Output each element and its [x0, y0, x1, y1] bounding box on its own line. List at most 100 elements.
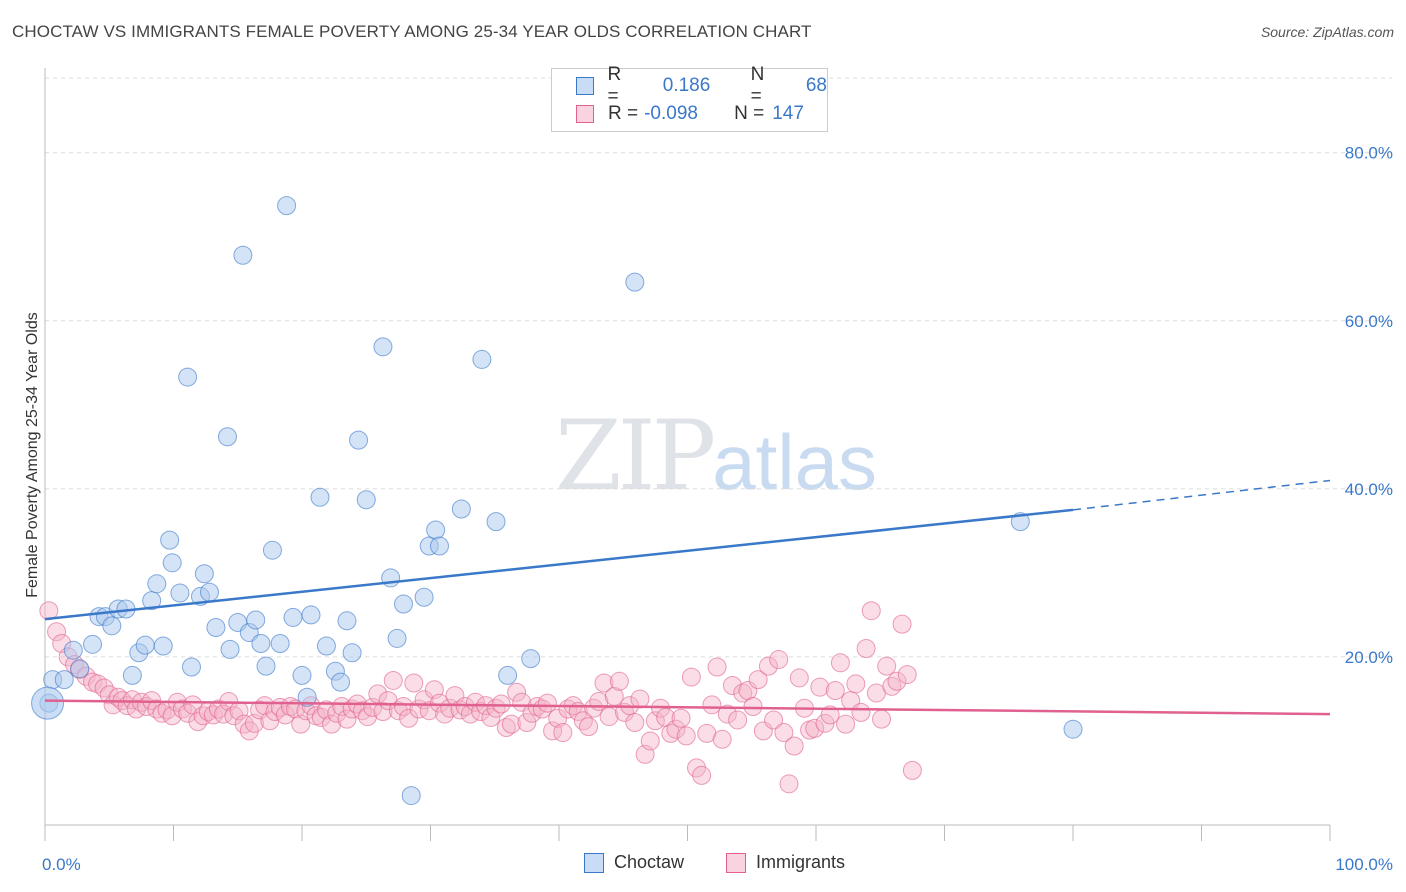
immigrants-point	[774, 723, 794, 743]
immigrants-point	[537, 693, 557, 713]
source-label: Source: ZipAtlas.com	[1260, 24, 1394, 40]
choctaw-point-large	[31, 686, 65, 720]
immigrants-points	[39, 601, 922, 794]
choctaw-point	[102, 616, 122, 636]
choctaw-point	[178, 367, 198, 387]
choctaw-point	[122, 665, 142, 685]
immigrants-point	[902, 760, 922, 780]
bottom-legend-choctaw: Choctaw	[584, 852, 684, 873]
choctaw-point	[217, 427, 237, 447]
choctaw-point	[194, 564, 214, 584]
choctaw-point	[262, 540, 282, 560]
choctaw-point	[414, 587, 434, 607]
immigrants-point	[224, 706, 244, 726]
immigrants-point	[851, 702, 871, 722]
immigrants-point	[543, 721, 563, 741]
choctaw-points	[31, 196, 1083, 806]
legend-r-label: R =	[608, 103, 639, 124]
immigrants-point	[805, 718, 825, 738]
choctaw-point	[472, 349, 492, 369]
y-tick-label: 40.0%	[1345, 480, 1393, 499]
immigrants-point	[789, 668, 809, 688]
choctaw-point	[486, 512, 506, 532]
immigrants-point	[584, 698, 604, 718]
immigrants-point	[645, 711, 665, 731]
choctaw-point	[394, 594, 414, 614]
immigrants-point	[481, 707, 501, 727]
immigrants-point	[491, 694, 511, 714]
choctaw-point	[147, 574, 167, 594]
immigrants-point	[429, 693, 449, 713]
immigrants-point	[681, 667, 701, 687]
watermark-atlas: atlas	[712, 418, 877, 506]
immigrants-trend-line	[44, 699, 1331, 716]
immigrants-point	[830, 653, 850, 673]
choctaw-point	[342, 643, 362, 663]
immigrants-point	[764, 710, 784, 730]
immigrants-point	[501, 714, 521, 734]
immigrants-point	[234, 714, 254, 734]
legend-n-value: 68	[805, 75, 827, 96]
legend-row-choctaw: R = 0.186 N = 68	[552, 64, 827, 107]
choctaw-point	[316, 636, 336, 656]
immigrants-point	[419, 701, 439, 721]
choctaw-point	[160, 530, 180, 550]
immigrants-point	[722, 675, 742, 695]
choctaw-point	[233, 245, 253, 265]
grid	[45, 77, 1392, 658]
choctaw-point	[283, 607, 303, 627]
immigrants-point	[810, 677, 830, 697]
immigrants-point	[825, 681, 845, 701]
immigrants-point	[784, 736, 804, 756]
immigrants-point	[373, 702, 393, 722]
immigrants-point	[358, 707, 378, 727]
immigrants-point	[522, 703, 542, 723]
x-tick-label: 100.0%	[1335, 855, 1393, 874]
choctaw-point	[521, 649, 541, 669]
choctaw-point	[206, 618, 226, 638]
immigrants-point	[702, 695, 722, 715]
watermark-zip: ZIP	[555, 400, 716, 512]
choctaw-point	[349, 430, 369, 450]
immigrants-point	[579, 717, 599, 737]
immigrants-point	[692, 765, 712, 785]
immigrants-point	[820, 705, 840, 725]
choctaw-point	[310, 487, 330, 507]
choctaw-point	[220, 639, 240, 659]
choctaw-point	[270, 633, 290, 653]
immigrants-point	[573, 711, 593, 731]
legend-n-label: N =	[750, 64, 765, 107]
choctaw-point	[301, 605, 321, 625]
choctaw-trend-extension	[1072, 479, 1331, 511]
bottom-swatch-immigrants	[726, 852, 746, 873]
choctaw-point	[387, 628, 407, 648]
choctaw-point	[199, 582, 219, 602]
immigrants-point	[640, 731, 660, 751]
immigrants-point	[728, 710, 748, 730]
immigrants-point	[352, 701, 372, 721]
watermark: ZIPatlas	[555, 400, 877, 512]
legend-swatch-immigrants	[576, 105, 594, 123]
immigrants-point	[594, 673, 614, 693]
immigrants-point	[517, 712, 537, 732]
immigrants-point	[94, 678, 114, 698]
legend-swatch-choctaw	[576, 77, 594, 95]
immigrants-point	[856, 639, 876, 659]
immigrants-point	[877, 656, 897, 676]
immigrants-point	[532, 699, 552, 719]
choctaw-point	[181, 657, 201, 677]
immigrants-point	[743, 697, 763, 717]
immigrants-point	[748, 670, 768, 690]
choctaw-point	[70, 659, 90, 679]
choctaw-point	[451, 499, 471, 519]
immigrants-point	[496, 718, 516, 738]
immigrants-point	[553, 723, 573, 743]
immigrants-point	[897, 665, 917, 685]
choctaw-point	[170, 583, 190, 603]
choctaw-point	[498, 665, 518, 685]
immigrants-point	[630, 689, 650, 709]
choctaw-point	[256, 656, 276, 676]
legend-n-label: N =	[734, 103, 765, 124]
choctaw-point	[356, 490, 376, 510]
